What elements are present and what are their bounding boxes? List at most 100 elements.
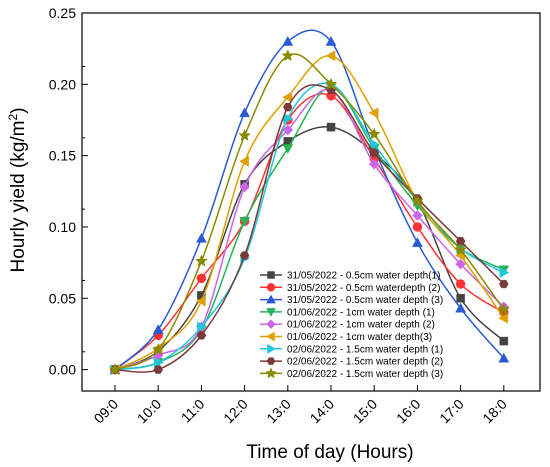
data-point: [325, 50, 336, 62]
series-5: [109, 84, 510, 375]
series-line: [114, 84, 505, 373]
legend-item: 31/05/2022 - 0.5cm waterdepth (2): [260, 283, 440, 294]
data-point: [499, 336, 509, 346]
data-point: [152, 324, 164, 334]
data-point: [153, 365, 163, 374]
data-point: [153, 357, 164, 368]
data-point: [108, 362, 122, 375]
plot-border: [81, 12, 541, 392]
data-point: [238, 129, 251, 142]
y-axis-title-superscript: 2: [6, 113, 20, 120]
data-point: [239, 217, 251, 227]
data-point: [369, 148, 379, 157]
data-point: [196, 273, 207, 284]
data-point: [455, 237, 466, 246]
data-point: [283, 102, 293, 112]
legend-marker: [266, 357, 276, 365]
x-tick-label: 11:0: [178, 396, 208, 426]
y-tick-label: 0.05: [49, 290, 76, 306]
data-point: [197, 321, 207, 333]
series-layer: [108, 29, 511, 376]
legend-label: 31/05/2022 - 0.5cm water depth(1): [287, 271, 440, 282]
data-point: [411, 194, 424, 207]
legend-marker: [265, 331, 275, 342]
data-point: [498, 352, 510, 363]
data-point: [326, 122, 336, 132]
series-line: [114, 53, 505, 371]
series-9: [108, 49, 511, 375]
legend-label: 02/06/2022 - 1.5cm water depth (1): [287, 344, 443, 355]
legend-marker: [267, 271, 275, 279]
legend-item: 31/05/2022 - 0.5cm water depth (3): [260, 294, 443, 306]
x-tick-label: 12:0: [220, 396, 251, 427]
legend-label: 02/06/2022 - 1.5cm water depth (2): [287, 357, 443, 368]
legend-marker: [265, 367, 277, 379]
data-point: [283, 113, 294, 124]
legend-label: 31/05/2022 - 0.5cm water depth (3): [287, 295, 443, 306]
y-tick-label: 0.00: [49, 362, 76, 378]
data-point: [151, 342, 165, 356]
x-tick-label: 15:0: [350, 396, 381, 427]
legend-marker: [266, 319, 276, 330]
data-point: [412, 210, 423, 221]
data-point: [368, 158, 380, 170]
legend: 31/05/2022 - 0.5cm water depth(1)31/05/2…: [260, 271, 443, 380]
legend-item: 02/06/2022 - 1.5cm water depth (1): [260, 343, 443, 355]
x-tick-label: 09:0: [91, 396, 122, 427]
data-point: [499, 279, 509, 289]
legend-label: 02/06/2022 - 1.5cm water depth (3): [287, 369, 443, 380]
data-point: [412, 222, 423, 232]
data-point: [498, 312, 509, 324]
x-tick-label: 10:0: [134, 396, 165, 427]
y-axis-title: Hourly yield (kg/m2): [6, 107, 29, 272]
legend-item: 01/06/2022 - 1cm water depth (1): [260, 307, 435, 318]
data-point: [367, 127, 381, 140]
data-point: [455, 279, 466, 289]
y-tick-label: 0.20: [49, 76, 76, 92]
data-point: [239, 181, 250, 193]
data-point: [282, 36, 294, 46]
legend-label: 31/05/2022 - 0.5cm waterdepth (2): [287, 283, 440, 294]
x-tick-label: 17:0: [436, 396, 467, 427]
data-point: [499, 267, 510, 279]
legend-marker: [266, 294, 276, 304]
x-tick-label: 14:0: [307, 396, 338, 427]
series-line: [114, 29, 505, 371]
legend-item: 01/06/2022 - 1cm water depth(3): [260, 331, 432, 343]
data-point: [325, 36, 337, 46]
y-axis-ticks: 0.00 0.05 0.10 0.15 0.20 0.25: [49, 5, 88, 378]
plot-frame: [81, 12, 541, 392]
data-point: [497, 303, 511, 316]
data-point: [196, 331, 207, 340]
x-tick-label: 16:0: [393, 396, 424, 427]
legend-item: 31/05/2022 - 0.5cm water depth(1): [260, 271, 440, 282]
y-tick-label: 0.25: [49, 5, 76, 21]
data-point: [281, 49, 295, 62]
data-point: [239, 251, 250, 260]
data-point: [324, 77, 338, 90]
data-point: [454, 243, 467, 256]
data-point: [455, 258, 466, 270]
legend-marker: [266, 308, 276, 317]
legend-marker: [267, 343, 277, 354]
data-point: [456, 294, 465, 303]
data-point: [195, 254, 208, 267]
data-point: [455, 302, 467, 313]
data-point: [239, 107, 251, 118]
legend-marker: [266, 283, 276, 292]
data-point: [195, 232, 207, 243]
x-tick-label: 13:0: [263, 396, 294, 427]
y-axis-title-end: ): [8, 107, 29, 113]
data-point: [239, 155, 249, 167]
y-tick-label: 0.15: [49, 148, 76, 164]
data-point: [195, 295, 206, 307]
y-tick-label: 0.10: [49, 219, 76, 235]
series-line: [114, 55, 505, 371]
legend-item: 02/06/2022 - 1.5cm water depth (3): [260, 367, 443, 380]
data-point: [411, 237, 423, 247]
legend-label: 01/06/2022 - 1cm water depth(3): [287, 332, 432, 343]
legend-item: 02/06/2022 - 1.5cm water depth (2): [260, 357, 443, 368]
series-line: [114, 126, 505, 371]
y-axis-title-main: Hourly yield (kg/m: [8, 120, 29, 272]
